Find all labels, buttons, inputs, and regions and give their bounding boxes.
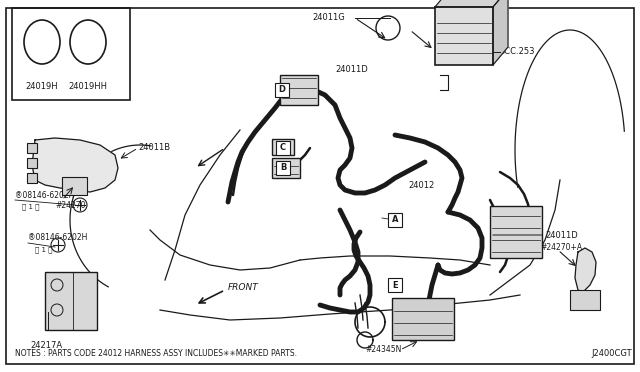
Text: #24270+A: #24270+A bbox=[540, 244, 582, 253]
Bar bbox=[435, 7, 493, 65]
Text: A: A bbox=[392, 215, 398, 224]
Polygon shape bbox=[493, 0, 508, 65]
Text: C: C bbox=[280, 144, 286, 153]
Text: 〈 1 〉: 〈 1 〉 bbox=[35, 247, 52, 253]
Text: 〈 1 〉: 〈 1 〉 bbox=[22, 204, 40, 210]
Bar bbox=[280, 75, 318, 105]
Text: D: D bbox=[278, 86, 285, 94]
Text: SCC.253: SCC.253 bbox=[500, 48, 536, 57]
Bar bbox=[62, 177, 87, 195]
Text: ®08146-6202H: ®08146-6202H bbox=[28, 234, 88, 243]
Text: 24011D: 24011D bbox=[545, 231, 578, 240]
Bar bbox=[45, 272, 97, 330]
Text: 24011G: 24011G bbox=[312, 13, 345, 22]
Bar bbox=[27, 173, 37, 183]
Text: #24270: #24270 bbox=[55, 201, 86, 209]
Bar bbox=[490, 206, 542, 258]
Text: ®08146-6202H: ®08146-6202H bbox=[15, 190, 74, 199]
Text: #24345N: #24345N bbox=[365, 346, 401, 355]
Bar bbox=[392, 298, 454, 340]
Text: E: E bbox=[392, 280, 398, 289]
Polygon shape bbox=[32, 138, 118, 192]
Bar bbox=[12, 8, 130, 100]
Text: 24011B: 24011B bbox=[138, 144, 170, 153]
Bar bbox=[388, 213, 402, 227]
Text: 24012: 24012 bbox=[408, 180, 435, 189]
Bar bbox=[570, 290, 600, 310]
Text: J2400CGT: J2400CGT bbox=[591, 350, 632, 359]
Bar bbox=[276, 141, 290, 155]
Bar bbox=[272, 158, 300, 178]
Polygon shape bbox=[575, 248, 596, 292]
Bar bbox=[388, 278, 402, 292]
Bar bbox=[27, 158, 37, 168]
Text: 24011D: 24011D bbox=[335, 65, 368, 74]
Text: NOTES : PARTS CODE 24012 HARNESS ASSY INCLUDES✳✳MARKED PARTS.: NOTES : PARTS CODE 24012 HARNESS ASSY IN… bbox=[15, 350, 297, 359]
Bar bbox=[276, 161, 290, 175]
Bar bbox=[272, 139, 294, 155]
Text: 24019HH: 24019HH bbox=[68, 82, 108, 91]
Text: FRONT: FRONT bbox=[228, 283, 259, 292]
Polygon shape bbox=[435, 0, 508, 7]
Bar bbox=[275, 83, 289, 97]
Bar bbox=[27, 143, 37, 153]
Text: 24019H: 24019H bbox=[26, 82, 58, 91]
Text: 24217A: 24217A bbox=[30, 340, 62, 350]
Text: B: B bbox=[280, 164, 286, 173]
